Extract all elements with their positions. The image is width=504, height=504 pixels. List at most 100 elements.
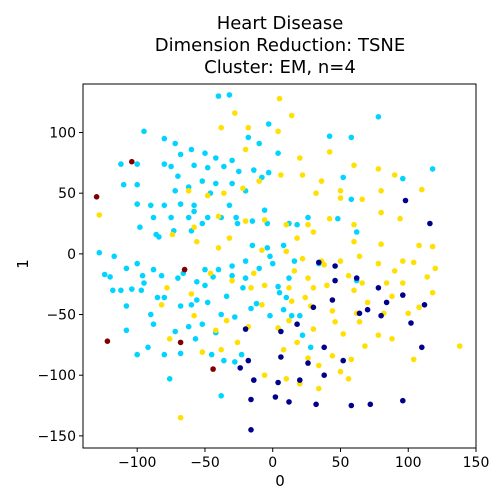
scatter-point-cluster-0 (194, 279, 200, 285)
scatter-point-cluster-1 (416, 304, 422, 311)
scatter-point-cluster-0 (134, 201, 140, 207)
scatter-point-cluster-0 (223, 293, 230, 300)
y-tick-label: −150 (38, 429, 76, 445)
scatter-point-cluster-1 (299, 255, 306, 262)
scatter-point-cluster-0 (191, 208, 197, 215)
scatter-point-cluster-0 (177, 151, 184, 158)
scatter-point-cluster-1 (378, 241, 384, 247)
scatter-point-cluster-1 (313, 190, 319, 196)
scatter-point-cluster-1 (329, 353, 336, 359)
scatter-point-cluster-1 (375, 260, 382, 267)
scatter-point-cluster-1 (223, 317, 230, 324)
scatter-point-cluster-0 (175, 275, 181, 281)
scatter-point-cluster-0 (134, 181, 140, 188)
y-tick-label: 50 (58, 186, 76, 202)
x-axis-label: 0 (275, 472, 285, 490)
chart-title-line-3: Cluster: EM, n=4 (204, 57, 356, 78)
scatter-point-cluster-0 (226, 202, 233, 209)
scatter-point-cluster-0 (275, 283, 281, 290)
scatter-point-cluster-2 (427, 220, 433, 227)
scatter-point-cluster-0 (101, 271, 108, 278)
scatter-point-cluster-1 (351, 238, 357, 245)
scatter-point-cluster-1 (391, 172, 398, 178)
scatter-point-cluster-1 (229, 277, 235, 284)
scatter-point-cluster-1 (261, 372, 268, 379)
scatter-point-cluster-0 (213, 155, 219, 161)
scatter-point-cluster-2 (251, 377, 257, 383)
scatter-point-cluster-1 (207, 270, 214, 277)
scatter-point-cluster-1 (288, 112, 295, 119)
scatter-point-cluster-0 (161, 135, 168, 142)
scatter-point-cluster-1 (280, 346, 287, 353)
scatter-point-cluster-0 (276, 289, 283, 296)
scatter-point-cluster-0 (172, 140, 178, 147)
scatter-point-cluster-1 (283, 221, 290, 228)
scatter-point-cluster-1 (310, 285, 317, 291)
scatter-point-cluster-1 (215, 213, 222, 220)
scatter-point-cluster-1 (389, 293, 395, 300)
scatter-point-cluster-0 (215, 266, 222, 273)
scatter-point-cluster-0 (156, 234, 162, 240)
scatter-point-cluster-0 (141, 280, 147, 286)
scatter-point-cluster-1 (294, 235, 300, 241)
scatter-point-cluster-2 (332, 277, 338, 284)
scatter-point-cluster-0 (150, 266, 157, 273)
scatter-point-cluster-0 (118, 287, 124, 294)
scatter-point-cluster-0 (249, 242, 256, 249)
scatter-point-cluster-0 (340, 174, 347, 181)
scatter-point-cluster-1 (424, 274, 431, 280)
scatter-point-cluster-0 (148, 202, 154, 209)
scatter-point-cluster-0 (326, 133, 333, 139)
scatter-point-cluster-1 (242, 218, 249, 224)
y-axis-label: 1 (14, 259, 32, 269)
scatter-point-cluster-0 (161, 351, 168, 358)
scatter-point-cluster-1 (177, 414, 184, 421)
scatter-point-cluster-2 (375, 285, 382, 291)
scatter-point-cluster-0 (111, 253, 117, 260)
scatter-point-cluster-2 (313, 401, 319, 408)
y-tick-label: −50 (46, 308, 76, 324)
scatter-point-cluster-0 (234, 220, 241, 227)
scatter-point-cluster-0 (221, 357, 227, 364)
scatter-point-cluster-0 (275, 150, 281, 156)
scatter-point-cluster-1 (305, 221, 311, 228)
scatter-point-cluster-0 (154, 294, 161, 301)
scatter-point-cluster-0 (218, 393, 224, 399)
scatter-point-cluster-0 (229, 157, 235, 164)
scatter-point-cluster-0 (291, 258, 298, 264)
scatter-point-cluster-0 (199, 220, 206, 227)
chart-title-line-1: Heart Disease (217, 13, 344, 34)
scatter-point-cluster-1 (383, 280, 390, 286)
scatter-point-cluster-1 (416, 242, 422, 249)
scatter-point-cluster-0 (348, 196, 355, 203)
scatter-point-cluster-0 (256, 140, 263, 147)
scatter-point-cluster-1 (96, 212, 103, 218)
scatter-point-cluster-1 (215, 245, 222, 251)
scatter-point-cluster-3 (210, 366, 216, 372)
scatter-point-cluster-0 (141, 128, 147, 135)
scatter-point-cluster-1 (375, 166, 382, 172)
scatter-point-cluster-2 (400, 397, 406, 404)
scatter-point-cluster-0 (177, 350, 184, 357)
scatter-point-cluster-0 (161, 202, 168, 209)
scatter-point-cluster-1 (218, 124, 224, 131)
scatter-point-cluster-1 (286, 285, 292, 291)
scatter-point-cluster-0 (194, 297, 200, 303)
scatter-point-cluster-3 (177, 339, 184, 346)
scatter-point-cluster-1 (316, 385, 322, 392)
scatter-point-cluster-1 (259, 302, 265, 308)
scatter-point-cluster-0 (188, 302, 195, 308)
scatter-point-cluster-1 (329, 308, 336, 314)
scatter-point-cluster-1 (259, 247, 265, 253)
scatter-point-cluster-0 (134, 161, 140, 167)
scatter-point-cluster-0 (123, 327, 130, 334)
scatter-point-cluster-0 (305, 214, 311, 221)
plot-area (82, 83, 477, 449)
scatter-point-cluster-2 (245, 357, 252, 364)
scatter-point-cluster-1 (405, 310, 412, 317)
scatter-point-cluster-2 (316, 259, 322, 266)
scatter-point-cluster-0 (236, 168, 242, 175)
scatter-point-cluster-0 (168, 163, 174, 170)
scatter-point-cluster-1 (226, 235, 233, 241)
